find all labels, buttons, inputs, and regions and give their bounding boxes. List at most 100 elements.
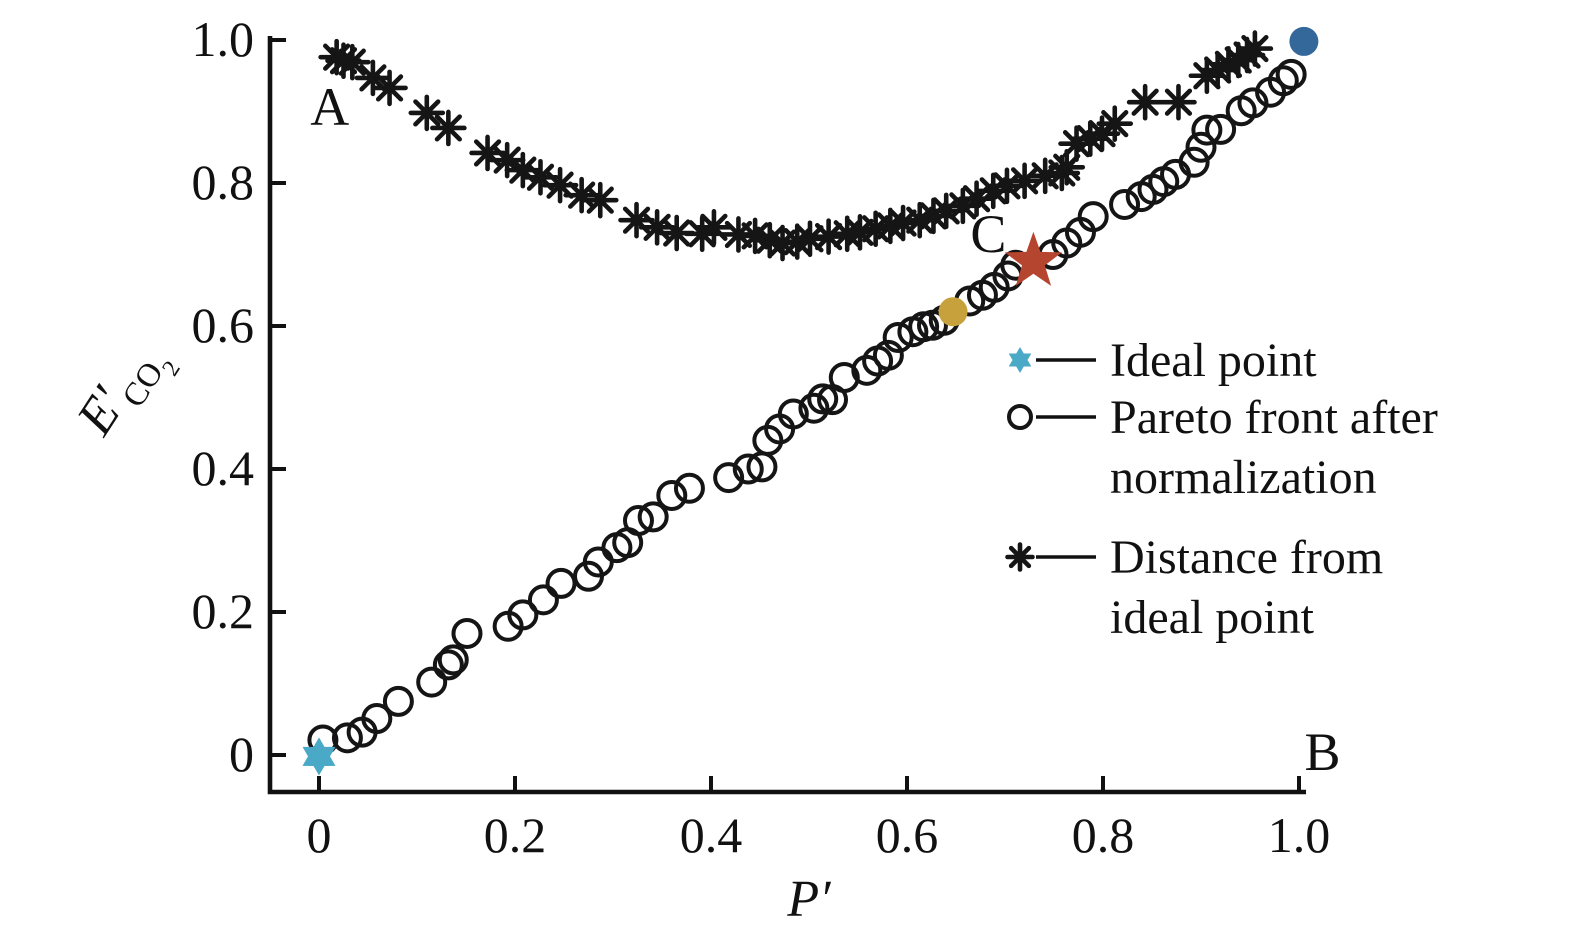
pareto-front-after-normalization-point [777,398,809,430]
pareto-front-after-normalization-point [807,383,839,415]
asterisk-spoke [796,225,824,253]
pareto-front-after-normalization-point [1191,114,1223,146]
legend-label: Ideal point [1110,334,1317,387]
ideal-point-point [302,737,336,776]
asterisk-spoke [1101,110,1129,138]
legend-asterisk8-icon [1005,542,1035,572]
annotation-a: A [310,77,349,137]
asterisk-spoke [979,177,1007,205]
pareto-front-after-normalization-point [1205,113,1237,145]
asterisk-spoke [546,171,574,199]
distance-from-ideal-point-point [581,181,619,219]
annotation-b: B [1305,722,1341,782]
asterisk-spoke [814,223,843,251]
compromise-point-c-point [1004,231,1062,286]
x-tick-label: 0.8 [1072,807,1135,863]
x-tick-label: 0.4 [680,807,743,863]
asterisk-spoke [1008,545,1032,569]
axes: 0 0.2 0.4 0.6 0.8 1.0 0 0.2 0.4 0.6 0.8 1.0 [192,11,1331,863]
asterisk-spoke [338,48,366,76]
series-pareto-front-after-normalization [307,58,1307,756]
series-compromise-point-c [1004,231,1062,286]
endpoint-b-blue-point [1289,26,1319,56]
pareto-front-after-normalization-point [437,644,469,676]
distance-from-ideal-point-point [408,94,446,132]
asterisk-spoke [493,146,521,174]
pareto-front-after-normalization-point [331,722,363,754]
asterisk-spoke [375,74,404,102]
asterisk-spoke [889,209,917,237]
asterisk-spoke [359,64,387,92]
pareto-front-after-normalization-point [732,453,764,485]
pareto-front-after-normalization-point [1077,201,1109,233]
x-tick-label: 0.6 [876,807,939,863]
legend-label: normalization [1110,451,1377,504]
pareto-front-after-normalization-point [451,617,483,649]
asterisk-spoke [700,213,728,241]
pareto-front-after-normalization-point [798,392,830,424]
pareto-front-after-normalization-point [1109,188,1141,220]
legend-label: ideal point [1110,591,1315,644]
pareto-front-after-normalization-point [1275,58,1307,90]
asterisk-spoke [756,226,784,254]
y-tick-label: 1.0 [192,11,255,67]
asterisk-spoke [741,222,769,250]
distance-from-ideal-point-point [1096,105,1134,142]
asterisk-spoke [932,197,960,225]
asterisk-spoke [846,218,874,246]
y-tick-label: 0.4 [192,440,255,496]
pareto-front-after-normalization-point [882,321,914,353]
distance-from-ideal-point-point [541,166,579,204]
distance-from-ideal-point-point [1160,83,1197,121]
series-endpoint-b-blue [1289,26,1319,56]
axis-lines [267,36,1306,795]
series-ideal-point [302,737,336,776]
selected-point-gold-point [938,297,968,327]
legend-star6-icon [1008,347,1032,373]
distance-from-ideal-point-point [695,209,733,246]
asterisk-spoke [1164,88,1193,116]
asterisk-spoke [586,186,614,214]
distance-from-ideal-point-point [1236,30,1274,67]
pareto-front-after-normalization-point [432,649,464,681]
pareto-front-after-normalization-point [1237,87,1269,119]
pareto-front-after-normalization-point [416,666,448,698]
asterisk-spoke [663,219,691,247]
legend-entry-distance-from-ideal-point: Distance from ideal point [1005,531,1383,644]
legend-open-circle-icon [1007,404,1033,430]
x-tick-label: 1.0 [1268,807,1331,863]
x-axis-label: P′ [786,871,832,928]
distance-from-ideal-point-point [334,43,371,81]
asterisk-spoke [622,206,651,234]
distance-from-ideal-point-point [1126,83,1164,121]
distance-from-ideal-point-point [371,69,408,107]
pareto-front-after-normalization-point [361,703,393,735]
asterisk-spoke [1131,88,1159,116]
asterisk-spoke [509,156,537,184]
pareto-front-after-normalization-point [545,567,577,599]
asterisk-spoke [413,99,441,127]
legend-label: Distance from [1110,531,1383,584]
legend-entry-pareto-front-after-normalization: Pareto front after normalization [1007,391,1438,504]
y-axis-label: E′CO2 [66,356,186,446]
pareto-front-after-normalization-point [1267,65,1299,97]
series-selected-point-gold [938,297,968,327]
asterisk-spoke [1241,34,1269,63]
asterisk-spoke [526,163,555,191]
y-tick-label: 0 [229,726,254,782]
x-tick-label: 0.2 [484,807,547,863]
asterisk-spoke [1010,167,1039,195]
legend-label: Pareto front after [1110,391,1438,444]
series-distance-from-ideal-point [318,30,1274,262]
pareto-front-after-normalization-point [637,501,669,533]
pareto-front-after-normalization-point [382,685,414,717]
pareto-front-after-normalization-point [1178,146,1210,178]
pareto-front-after-normalization-point [656,479,688,511]
pareto-front-after-normalization-point [1185,131,1217,163]
pareto-front-after-normalization-point [622,504,654,536]
asterisk-spoke [993,172,1021,200]
distance-from-ideal-point-point [974,172,1012,210]
y-tick-label: 0.2 [192,583,255,639]
